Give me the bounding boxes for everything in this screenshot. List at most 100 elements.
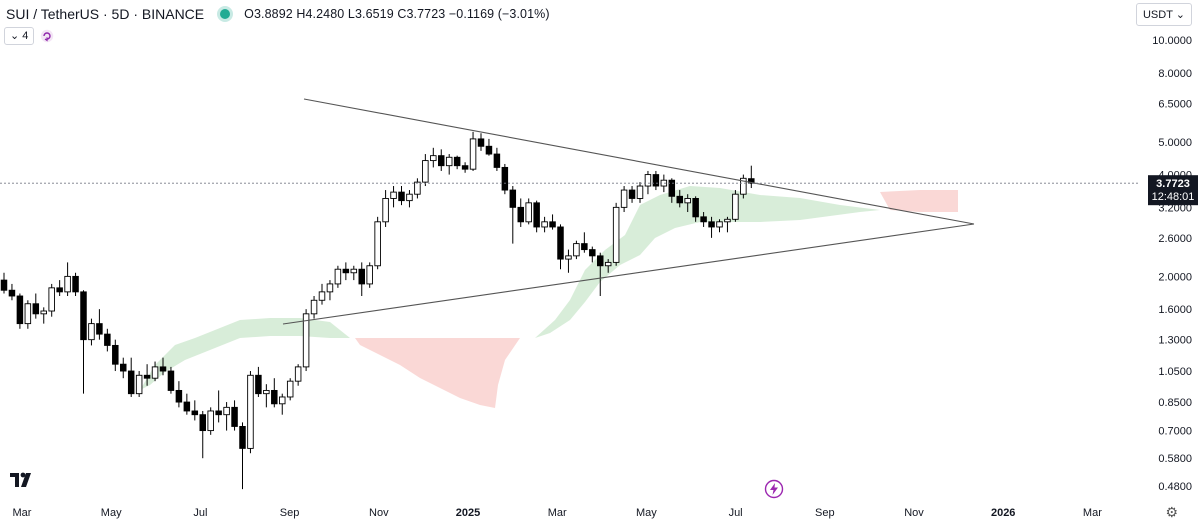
candle-body xyxy=(302,313,310,368)
candle-body xyxy=(16,295,24,325)
candle xyxy=(612,202,620,266)
candle-body xyxy=(32,303,40,315)
y-tick-label: 0.7000 xyxy=(1158,426,1192,438)
y-tick-label: 6.5000 xyxy=(1158,98,1192,110)
price-axis[interactable]: 10.00008.00006.50005.00004.00003.20002.6… xyxy=(1152,35,1192,493)
refresh-icon[interactable] xyxy=(40,29,54,43)
candle xyxy=(509,186,517,244)
candle-body xyxy=(612,206,620,263)
candle-body xyxy=(453,156,461,167)
tradingview-logo-icon xyxy=(10,472,31,487)
symbol-title[interactable]: SUI / TetherUS · 5D · BINANCE xyxy=(6,6,205,22)
lower-trendline xyxy=(282,223,975,325)
candle xyxy=(159,357,167,376)
candle-body xyxy=(541,221,548,228)
candle-body xyxy=(199,414,206,432)
candle xyxy=(493,147,501,171)
candle xyxy=(414,178,421,199)
candle xyxy=(676,190,684,208)
x-tick-label: May xyxy=(636,507,657,519)
candle-body xyxy=(692,198,699,218)
candle xyxy=(597,252,604,297)
candle-body xyxy=(684,198,691,204)
candle xyxy=(24,300,32,329)
candle xyxy=(8,283,16,301)
y-tick-label: 0.8500 xyxy=(1158,397,1192,409)
lightning-icon[interactable] xyxy=(764,479,784,499)
candle-body xyxy=(573,243,580,257)
candle-body xyxy=(167,370,175,391)
candlestick-series xyxy=(0,131,755,490)
y-tick-label: 1.0500 xyxy=(1158,366,1192,378)
currency-selector[interactable]: USDT ⌄ xyxy=(1135,3,1192,26)
settings-gear-icon[interactable]: ⚙ xyxy=(1165,504,1178,520)
candle-body xyxy=(398,191,405,202)
candle xyxy=(0,272,8,294)
candle-body xyxy=(40,310,48,315)
candle xyxy=(549,214,556,230)
candle-body xyxy=(8,289,16,297)
y-tick-label: 2.6000 xyxy=(1158,233,1192,245)
candle xyxy=(183,393,191,415)
candle-body xyxy=(358,268,366,285)
candle xyxy=(350,265,358,281)
currency-label: USDT xyxy=(1142,9,1173,21)
candle xyxy=(151,361,159,382)
candle-body xyxy=(740,177,747,195)
candle xyxy=(620,186,628,213)
candle xyxy=(294,364,302,386)
candle-body xyxy=(732,193,739,220)
candle-body xyxy=(64,275,71,293)
x-tick-label: Mar xyxy=(13,507,32,519)
candle xyxy=(247,371,254,454)
candle-body xyxy=(469,138,477,170)
candle xyxy=(477,133,485,151)
candle-body xyxy=(509,189,517,208)
candle xyxy=(740,174,747,199)
candle xyxy=(430,147,437,168)
chevron-down-icon: ⌄ xyxy=(1175,9,1185,21)
candle-body xyxy=(477,138,485,147)
candle xyxy=(581,232,588,253)
ohlc-readout: O3.8892 H4.2480 L3.6519 C3.7723 −0.1169 … xyxy=(244,7,550,21)
candle-body xyxy=(159,366,167,372)
x-tick-label: May xyxy=(101,507,122,519)
candle xyxy=(127,357,135,397)
candle-body xyxy=(716,221,723,228)
candle xyxy=(175,381,183,408)
x-tick-label: Sep xyxy=(815,507,835,519)
candle xyxy=(501,163,509,195)
candle xyxy=(382,190,389,227)
candle xyxy=(80,290,87,394)
candle xyxy=(652,170,660,191)
time-axis[interactable]: Mar May Jul Sep Nov 2025 Mar May Jul Sep Nov 2026 Ma… xyxy=(13,507,1103,519)
candle-body xyxy=(0,279,8,291)
candle-body xyxy=(390,191,397,199)
candle xyxy=(271,378,278,408)
candle-body xyxy=(597,255,604,267)
candle-body xyxy=(501,166,509,191)
candle xyxy=(255,366,262,397)
y-tick-label: 3.2000 xyxy=(1158,202,1192,214)
candle xyxy=(207,407,214,435)
last-price-label: 3.7723 12:48:01 xyxy=(1148,175,1198,206)
candle xyxy=(422,154,429,187)
candle-body xyxy=(700,216,707,223)
candle-body xyxy=(310,299,318,315)
candle xyxy=(644,170,652,195)
y-tick-label: 5.0000 xyxy=(1158,137,1192,149)
candle-body xyxy=(604,261,612,267)
candle-body xyxy=(724,218,731,223)
candle xyxy=(64,262,71,297)
candle-body xyxy=(80,291,87,341)
x-tick-label: Mar xyxy=(548,507,567,519)
candle xyxy=(438,149,445,171)
candle-body xyxy=(708,221,715,228)
candle-body xyxy=(326,283,334,293)
candle xyxy=(16,293,24,329)
y-tick-label: 0.4800 xyxy=(1158,481,1192,493)
indicators-toggle-button[interactable]: ⌄ 4 xyxy=(4,27,35,45)
candle-body xyxy=(72,275,79,293)
y-tick-label: 1.6000 xyxy=(1158,304,1192,316)
